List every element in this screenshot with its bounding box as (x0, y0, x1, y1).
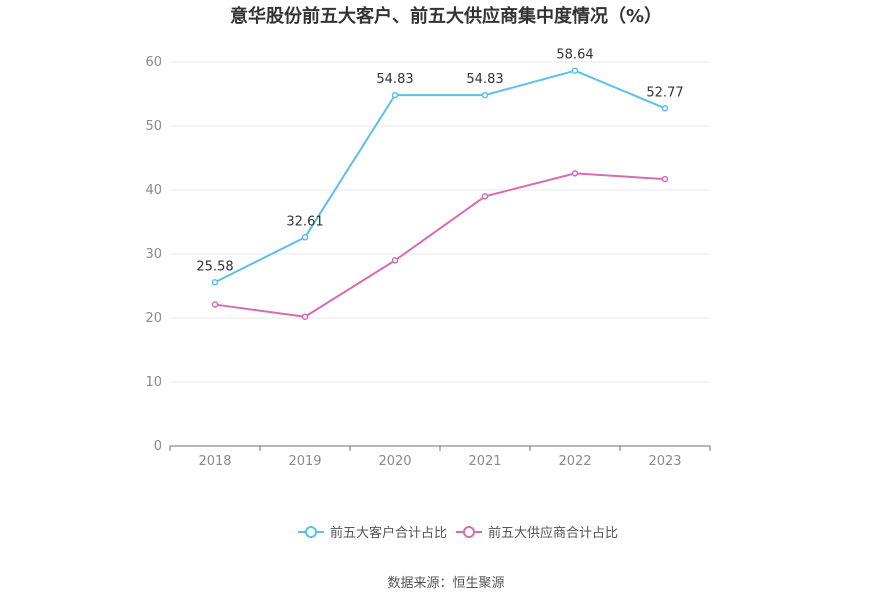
data-point[interactable] (211, 279, 219, 286)
data-point[interactable] (301, 313, 309, 320)
data-labels: 25.58 32.61 54.83 54.83 58.64 52.77 (196, 48, 683, 275)
chart-title: 意华股份前五大客户、前五大供应商集中度情况（%） (230, 5, 662, 27)
y-tick-label: 10 (145, 375, 162, 390)
legend-swatch-marker (305, 526, 317, 538)
legend-item[interactable]: 前五大供应商合计占比 (456, 525, 618, 541)
data-point[interactable] (571, 67, 579, 74)
x-tick-label: 2021 (468, 454, 501, 469)
x-tick-label: 2022 (558, 454, 591, 469)
y-tick-label: 30 (145, 247, 162, 262)
data-point[interactable] (481, 193, 489, 200)
data-label: 52.77 (646, 85, 683, 100)
legend-label: 前五大供应商合计占比 (488, 525, 618, 541)
series-lines (211, 67, 669, 320)
data-point[interactable] (661, 175, 669, 183)
grid-lines (170, 61, 710, 383)
series-2 (211, 170, 669, 320)
x-tick-label: 2020 (378, 454, 411, 469)
data-point[interactable] (481, 91, 489, 99)
series-1 (211, 67, 669, 286)
y-tick-label: 20 (145, 311, 162, 326)
legend-item[interactable]: 前五大客户合计占比 (298, 525, 447, 541)
x-tick-label: 2023 (648, 454, 681, 469)
y-tick-label: 50 (145, 119, 162, 134)
series-line (214, 69, 666, 284)
data-label: 54.83 (466, 72, 503, 87)
legend[interactable]: 前五大客户合计占比 前五大供应商合计占比 (298, 525, 618, 541)
data-label: 32.61 (286, 214, 323, 229)
data-label: 54.83 (376, 72, 413, 87)
legend-swatch-marker (463, 526, 475, 538)
x-tick-label: 2019 (288, 454, 321, 469)
y-tick-label: 0 (154, 439, 162, 454)
x-tick-label: 2018 (198, 454, 231, 469)
data-label: 58.64 (556, 48, 593, 63)
data-point[interactable] (571, 170, 579, 177)
data-point[interactable] (301, 234, 309, 241)
axis-tick-labels: 0 10 20 30 40 50 60 2018 2019 2020 2021 2022 2023 (145, 55, 681, 469)
source-note: 数据来源：恒生聚源 (387, 576, 504, 591)
data-label: 25.58 (196, 259, 233, 274)
series-line (214, 172, 666, 318)
y-tick-label: 60 (145, 55, 162, 70)
data-point[interactable] (391, 257, 399, 264)
data-point[interactable] (391, 91, 399, 99)
y-tick-label: 40 (145, 183, 162, 198)
x-axis (169, 445, 711, 451)
legend-label: 前五大客户合计占比 (330, 525, 447, 541)
data-point[interactable] (661, 105, 669, 112)
data-point[interactable] (211, 301, 219, 308)
